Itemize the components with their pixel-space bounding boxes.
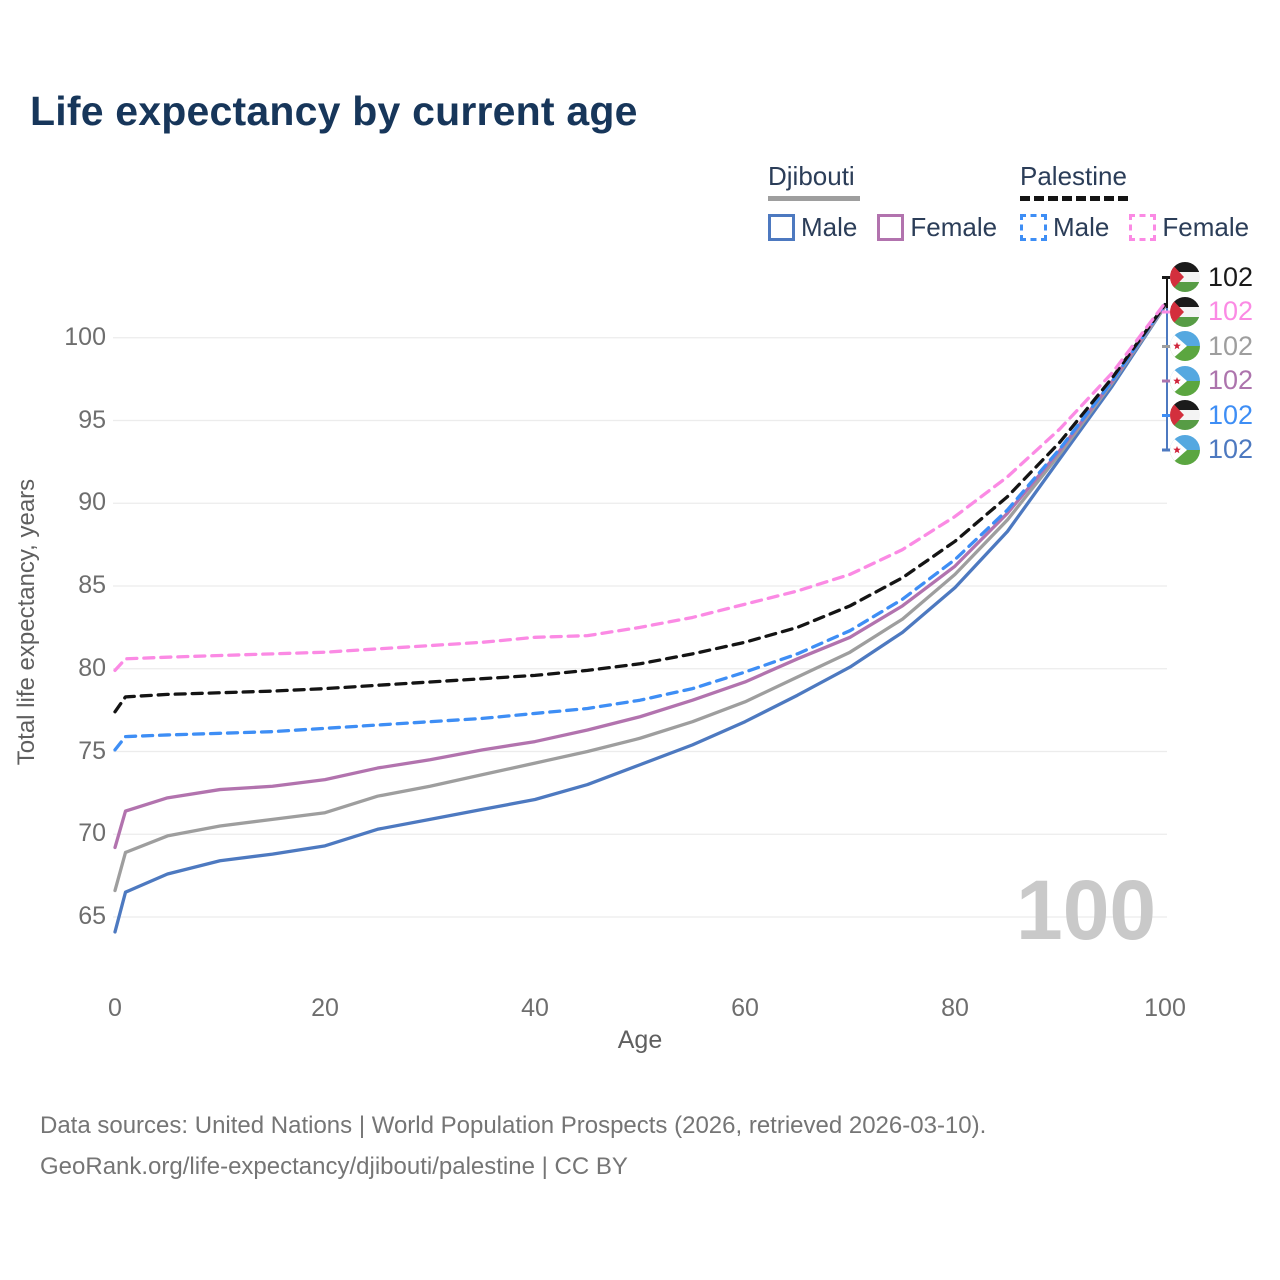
y-tick-95: 95 (78, 405, 106, 434)
legend-title-palestine[interactable]: Palestine (1020, 161, 1127, 191)
djibouti-flag-icon (1170, 434, 1200, 465)
endpoint-value: 102 (1208, 365, 1254, 396)
x-tick-40: 40 (521, 994, 549, 1022)
endpoint-label-djibouti-all: 102 (1170, 329, 1253, 364)
palestine-dashed-line-sample (1020, 195, 1128, 201)
legend-item-djibouti-female[interactable]: Female (877, 212, 997, 243)
endpoint-value: 102 (1208, 399, 1254, 430)
x-tick-60: 60 (731, 994, 759, 1022)
palestine-flag-icon (1170, 400, 1200, 431)
series-line-palestine-female[interactable] (113, 301, 1167, 673)
legend-item-palestine-female[interactable]: Female (1129, 212, 1249, 243)
watermark-age-100: 100 (1016, 863, 1157, 957)
legend-title-djibouti[interactable]: Djibouti (768, 161, 855, 191)
x-axis-title: Age (617, 1026, 663, 1054)
series-line-djibouti-male[interactable] (113, 304, 1167, 934)
palestine-flag-icon (1170, 262, 1200, 293)
legend-item-label: Female (910, 211, 998, 242)
djibouti-flag-icon (1170, 365, 1200, 396)
djibouti-male-swatch-icon (768, 213, 795, 241)
palestine-male-swatch-icon (1020, 213, 1047, 241)
palestine-flag-icon (1170, 296, 1200, 327)
series-line-palestine-all[interactable] (113, 302, 1167, 714)
endpoint-label-palestine-male: 102 (1170, 398, 1253, 433)
page-title: Life expectancy by current age (30, 88, 638, 134)
djibouti-flag-icon (1170, 331, 1200, 362)
endpoint-label-palestine-all: 102 (1170, 260, 1253, 295)
y-tick-65: 65 (78, 902, 106, 930)
source-line-1: Data sources: United Nations | World Pop… (40, 1112, 987, 1139)
legend-item-label: Female (1162, 211, 1250, 242)
legend-group-djibouti: Djibouti Male Female (768, 162, 997, 243)
y-tick-70: 70 (78, 819, 106, 848)
endpoint-value: 102 (1208, 261, 1254, 292)
djibouti-female-swatch-icon (877, 213, 905, 241)
y-tick-85: 85 (78, 571, 106, 599)
endpoint-label-djibouti-female: 102 (1170, 364, 1253, 399)
y-tick-80: 80 (78, 653, 106, 682)
palestine-female-swatch-icon (1129, 213, 1157, 241)
legend-item-label: Male (801, 211, 858, 242)
x-tick-80: 80 (941, 994, 969, 1022)
series-line-djibouti-female[interactable] (113, 302, 1167, 850)
legend-group-palestine: Palestine Male Female (1020, 162, 1249, 243)
source-line-2: GeoRank.org/life-expectancy/djibouti/pal… (40, 1152, 628, 1180)
endpoint-label-djibouti-male: 102 (1170, 433, 1253, 468)
y-tick-75: 75 (78, 736, 106, 765)
y-tick-100: 100 (64, 322, 106, 351)
x-tick-100: 100 (1144, 994, 1186, 1022)
endpoint-labels: 102 102 102 102 102 102 (1170, 260, 1253, 467)
legend-item-djibouti-male[interactable]: Male (768, 212, 857, 243)
endpoint-value: 102 (1208, 434, 1254, 465)
legend-item-palestine-male[interactable]: Male (1020, 212, 1109, 243)
data-sources: Data sources: United Nations | World Pop… (40, 1106, 986, 1188)
series-line-palestine-male[interactable] (113, 302, 1167, 752)
y-tick-90: 90 (78, 488, 106, 517)
x-tick-20: 20 (311, 994, 339, 1022)
endpoint-label-palestine-female: 102 (1170, 295, 1253, 330)
y-axis-title: Total life expectancy, years (13, 478, 40, 766)
series-line-djibouti-all[interactable] (113, 304, 1167, 893)
x-tick-0: 0 (108, 994, 122, 1022)
djibouti-solid-line-sample (768, 195, 860, 201)
endpoint-value: 102 (1208, 330, 1254, 361)
legend-item-label: Male (1053, 211, 1110, 242)
endpoint-value: 102 (1208, 296, 1254, 327)
